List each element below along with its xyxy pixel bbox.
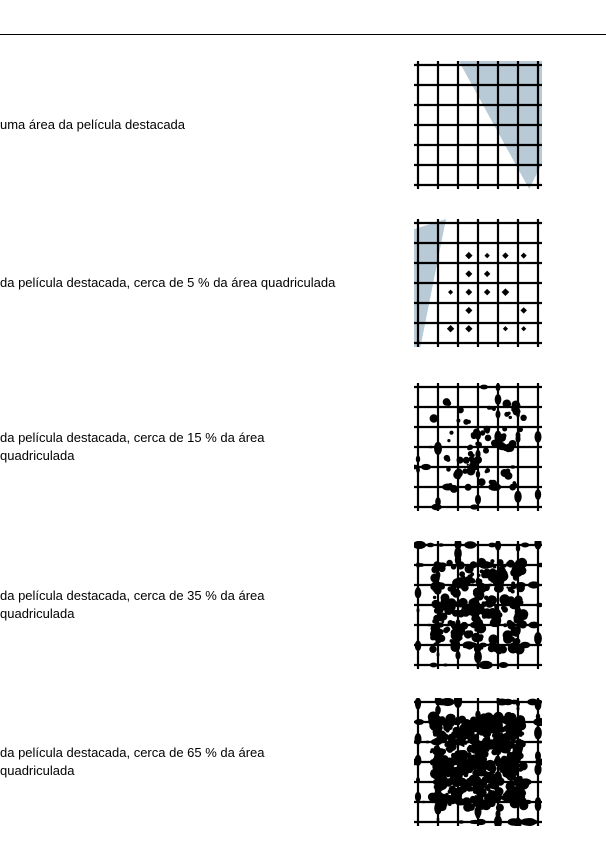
grid-figure-wrap <box>350 383 606 511</box>
row-description: uma área da película destacada <box>0 116 350 134</box>
grid-figure-wrap <box>350 541 606 669</box>
row-description: da película destacada, cerca de 65 % da … <box>0 744 350 780</box>
crosshatch-grid <box>414 383 542 511</box>
top-border <box>0 34 606 35</box>
row-description: da película destacada, cerca de 5 % da á… <box>0 274 350 292</box>
row-description: da película destacada, cerca de 35 % da … <box>0 587 350 623</box>
row-description: da película destacada, cerca de 15 % da … <box>0 429 350 465</box>
grid-figure-wrap <box>350 698 606 826</box>
table-row: da película destacada, cerca de 5 % da á… <box>0 203 606 363</box>
crosshatch-grid <box>414 698 542 826</box>
crosshatch-grid <box>414 219 542 347</box>
grid-figure-wrap <box>350 61 606 189</box>
table-row: da película destacada, cerca de 65 % da … <box>0 682 606 842</box>
table-row: uma área da película destacada <box>0 45 606 205</box>
crosshatch-grid <box>414 61 542 189</box>
table-row: da película destacada, cerca de 15 % da … <box>0 367 606 527</box>
crosshatch-grid <box>414 541 542 669</box>
grid-figure-wrap <box>350 219 606 347</box>
table-row: da película destacada, cerca de 35 % da … <box>0 525 606 685</box>
